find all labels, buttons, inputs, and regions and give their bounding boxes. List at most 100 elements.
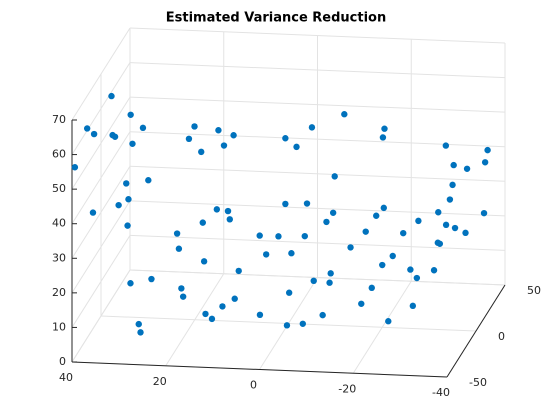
data-point	[415, 217, 422, 225]
data-point	[442, 142, 450, 149]
grid-line	[71, 269, 131, 363]
data-point	[362, 228, 369, 235]
data-point	[436, 240, 444, 247]
z-tick-label: 10	[52, 320, 66, 333]
data-point	[90, 130, 98, 138]
data-point	[358, 300, 365, 307]
data-point	[319, 311, 326, 319]
data-point	[200, 258, 208, 265]
data-point	[139, 124, 147, 132]
data-point	[331, 173, 338, 180]
data-point	[385, 318, 392, 325]
data-point	[308, 124, 316, 131]
data-point	[407, 266, 414, 273]
grid-line	[71, 200, 131, 294]
grid-line	[129, 62, 506, 79]
data-point	[446, 196, 454, 203]
data-point	[185, 135, 193, 143]
data-point	[109, 131, 116, 139]
grid-line	[71, 166, 131, 259]
data-point	[123, 180, 130, 187]
data-point	[329, 209, 337, 216]
data-point	[127, 280, 134, 287]
data-point	[262, 251, 270, 258]
data-point	[124, 222, 131, 229]
z-tick-label: 60	[52, 148, 66, 161]
data-point	[285, 289, 293, 296]
data-point	[400, 229, 407, 237]
data-point	[208, 315, 216, 323]
data-point	[115, 201, 122, 209]
grid-line	[129, 234, 506, 251]
data-point	[127, 111, 134, 118]
grid-line	[129, 200, 506, 217]
data-point	[380, 204, 387, 212]
data-point	[220, 142, 228, 149]
data-point	[175, 245, 183, 252]
x-tick-label: 20	[153, 375, 167, 388]
y-tick-label: 0	[498, 330, 505, 343]
data-point	[282, 135, 289, 142]
data-point	[283, 322, 291, 329]
data-point	[179, 293, 187, 300]
data-point	[413, 274, 421, 282]
data-point	[379, 261, 386, 269]
z-tick-label: 30	[52, 251, 66, 264]
z-tick-label: 50	[52, 182, 66, 195]
data-point	[430, 267, 438, 274]
data-point	[145, 177, 152, 184]
data-point	[480, 209, 488, 217]
z-tick-label: 70	[52, 113, 66, 126]
data-point	[129, 140, 136, 147]
data-point	[293, 143, 300, 151]
data-point	[484, 146, 491, 154]
data-point	[450, 161, 457, 169]
data-point	[379, 134, 387, 141]
grid-line	[129, 131, 506, 148]
data-point	[451, 224, 459, 232]
data-point	[442, 221, 450, 229]
x-tick-label: -40	[432, 386, 450, 399]
data-point	[178, 285, 185, 292]
data-point	[191, 123, 198, 130]
z-tick-label: 40	[52, 217, 66, 230]
data-point	[125, 196, 132, 203]
data-point	[71, 164, 79, 171]
data-point	[224, 207, 232, 215]
grid-line	[71, 27, 131, 121]
grid-line	[129, 27, 506, 44]
x-tick-label: 0	[250, 379, 257, 392]
data-point	[199, 219, 206, 226]
data-point	[301, 232, 308, 240]
data-point	[275, 233, 282, 240]
data-point	[449, 181, 456, 189]
data-point	[215, 127, 222, 134]
data-point	[462, 229, 469, 237]
data-point	[226, 216, 233, 223]
grid-line	[129, 165, 506, 182]
data-point	[435, 209, 442, 216]
data-point	[231, 295, 238, 302]
data-point	[381, 125, 388, 132]
data-point	[326, 279, 333, 286]
grid-line	[71, 235, 131, 328]
data-point	[83, 125, 91, 132]
data-point	[389, 252, 396, 260]
data-point	[323, 218, 330, 226]
grid-line	[71, 131, 131, 224]
data-point	[256, 311, 264, 319]
data-point	[310, 277, 317, 285]
data-point	[282, 200, 289, 208]
grid-line	[71, 62, 131, 155]
data-point	[89, 209, 97, 216]
chart-title: Estimated Variance Reduction	[166, 11, 387, 26]
data-point	[463, 165, 471, 172]
y-axis	[446, 284, 506, 378]
data-point	[299, 320, 306, 327]
data-point	[108, 92, 115, 100]
y-tick-label: -50	[469, 376, 487, 389]
x-axis	[71, 361, 448, 378]
data-point	[219, 303, 226, 310]
grid-line	[129, 96, 506, 113]
